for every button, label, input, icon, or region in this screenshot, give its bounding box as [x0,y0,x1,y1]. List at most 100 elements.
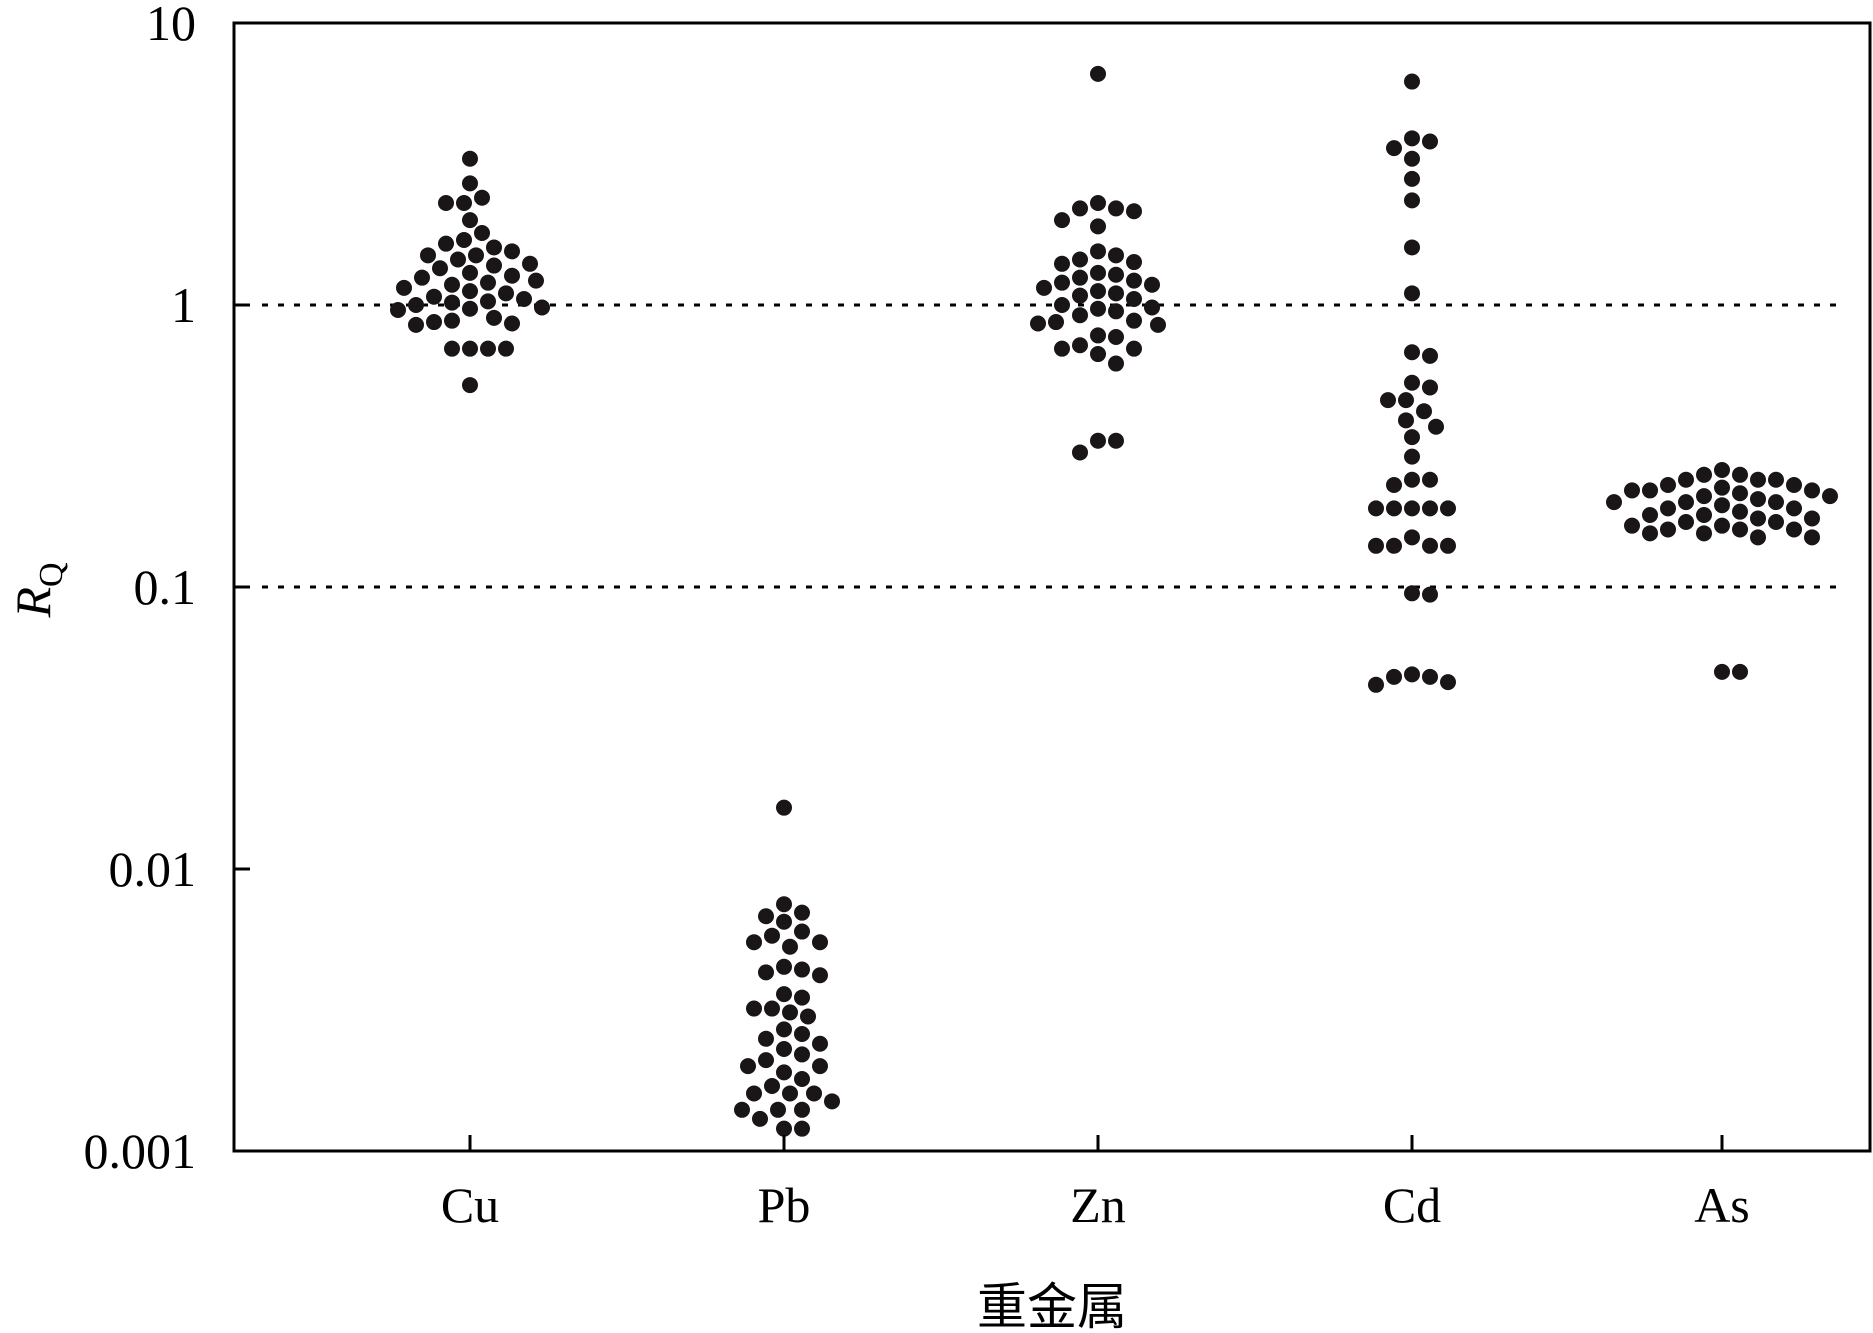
data-point-zn [1108,355,1124,372]
data-point-as [1732,466,1748,483]
data-point-cd [1440,674,1456,691]
data-point-zn [1054,297,1070,313]
data-point-as [1786,521,1802,538]
data-point-as [1642,525,1658,542]
data-point-zn [1108,285,1124,302]
data-point-cu [438,194,454,211]
data-point-cd [1368,676,1384,693]
data-point-cu [462,340,478,357]
data-point-cd [1368,537,1384,554]
data-point-pb [776,913,792,930]
data-point-cu [462,377,478,394]
data-point-cu [504,243,520,260]
data-point-zn [1054,255,1070,272]
data-point-as [1732,485,1748,502]
data-point-zn [1144,299,1160,316]
y-axis-title: RQ [5,562,70,618]
data-point-as [1660,500,1676,517]
data-point-cd [1404,448,1420,465]
data-point-as [1732,503,1748,520]
data-point-as [1714,479,1730,496]
data-point-pb [758,908,774,925]
data-point-cu [444,340,460,357]
data-point-as [1786,500,1802,517]
data-point-cd [1404,344,1420,361]
data-point-cd [1416,403,1432,420]
data-point-cu [420,247,436,264]
data-point-cd [1386,140,1402,157]
data-point-zn [1108,266,1124,283]
data-point-pb [770,1101,786,1118]
data-point-cu [456,194,472,211]
data-point-pb [776,799,792,816]
data-point-as [1768,494,1784,511]
data-point-cu [468,247,484,264]
data-point-cd [1422,347,1438,364]
data-point-cd [1422,500,1438,517]
data-point-zn [1108,200,1124,217]
data-point-pb [806,1085,822,1102]
data-point-cd [1404,374,1420,391]
data-point-pb [764,927,780,944]
data-point-pb [764,1078,780,1095]
data-point-cd [1440,500,1456,517]
y-axis-title-main: R [5,587,61,619]
data-point-cd [1386,500,1402,517]
data-point-cd [1404,471,1420,488]
data-point-cd [1404,529,1420,546]
data-point-pb [782,938,798,955]
data-point-cd [1428,418,1444,435]
data-point-zn [1144,276,1160,293]
data-point-cu [516,291,532,308]
data-point-cu [444,294,460,311]
data-point-cd [1386,476,1402,493]
data-point-as [1642,507,1658,524]
data-point-pb [776,1120,792,1137]
data-point-cd [1404,666,1420,683]
data-point-as [1624,482,1640,499]
data-point-cu [480,293,496,310]
data-point-zn [1108,303,1124,320]
data-point-pb [794,1046,810,1063]
data-point-cd [1422,133,1438,150]
data-point-cu [462,283,478,300]
data-point-zn [1072,337,1088,354]
data-point-pb [794,923,810,940]
data-point-cd [1404,73,1420,90]
data-point-as [1624,517,1640,534]
data-point-zn [1054,340,1070,357]
data-point-cu [432,260,448,277]
data-point-zn [1090,346,1106,363]
data-point-cu [498,340,514,357]
data-point-pb [776,1021,792,1038]
data-point-cu [474,189,490,206]
data-point-cu [462,300,478,317]
data-point-zn [1048,314,1064,331]
data-point-as [1714,663,1730,680]
data-point-zn [1090,194,1106,211]
data-point-zn [1108,247,1124,264]
data-point-cu [504,267,520,284]
data-point-as [1660,521,1676,538]
data-point-as [1750,471,1766,488]
data-point-zn [1126,272,1142,289]
data-point-pb [758,1030,774,1047]
y-axis: 10 1 0.1 0.01 0.001 [84,0,250,1179]
data-point-cu [426,314,442,331]
x-tick-label-pb: Pb [758,1177,811,1233]
reference-lines [262,303,1838,589]
data-point-zn [1072,269,1088,286]
data-point-cd [1440,537,1456,554]
data-point-cu [462,212,478,229]
data-point-zn [1072,251,1088,268]
data-point-as [1750,529,1766,546]
data-point-as [1786,476,1802,493]
data-point-zn [1126,340,1142,357]
data-point-pb [794,904,810,921]
data-point-as [1696,507,1712,524]
data-point-pb [812,934,828,951]
data-point-cu [414,269,430,286]
data-point-as [1804,529,1820,546]
data-point-zn [1090,218,1106,235]
data-point-as [1678,514,1694,531]
